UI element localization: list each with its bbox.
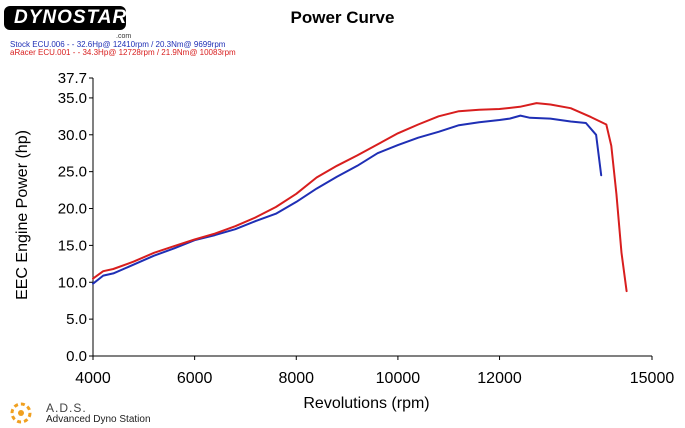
dynostar-logo: DYNOSTAR .com xyxy=(4,6,131,40)
y-tick-label: 15.0 xyxy=(58,237,87,254)
x-tick-label: 8000 xyxy=(278,370,314,387)
ads-logo-icon xyxy=(10,402,32,424)
logo-text: DYNOSTAR xyxy=(14,7,128,28)
x-tick-label: 15000 xyxy=(630,370,675,387)
y-tick-label: 0.0 xyxy=(66,348,87,365)
y-tick-label: 10.0 xyxy=(58,274,87,291)
chart-title: Power Curve xyxy=(290,8,395,27)
y-axis-label: EEC Engine Power (hp) xyxy=(14,130,31,300)
footer-branding: A.D.S. Advanced Dyno Station xyxy=(8,398,208,428)
legend-stock: Stock ECU.006 - - 32.6Hp@ 12410rpm / 20.… xyxy=(10,40,226,49)
legend-aracer: aRacer ECU.001 - - 34.3Hp@ 12728rpm / 21… xyxy=(10,48,236,57)
y-tick-label: 20.0 xyxy=(58,201,87,218)
series-line-aracer xyxy=(92,102,628,293)
x-tick-label: 4000 xyxy=(75,370,111,387)
x-tick-label: 6000 xyxy=(177,370,213,387)
x-tick-label: 12000 xyxy=(477,370,522,387)
y-tick-label: 37.7 xyxy=(58,70,87,87)
logo-suffix: .com xyxy=(116,33,132,40)
x-tick-label: 10000 xyxy=(376,370,421,387)
footer-subtitle: Advanced Dyno Station xyxy=(46,414,151,425)
x-axis-label: Revolutions (rpm) xyxy=(303,395,429,412)
footer-name: A.D.S. xyxy=(46,401,87,415)
series-line-stock xyxy=(92,114,603,285)
y-tick-label: 25.0 xyxy=(58,164,87,181)
y-tick-label: 5.0 xyxy=(66,311,87,328)
y-tick-label: 30.0 xyxy=(58,127,87,144)
logo-badge xyxy=(4,6,126,30)
y-tick-label: 35.0 xyxy=(58,90,87,107)
